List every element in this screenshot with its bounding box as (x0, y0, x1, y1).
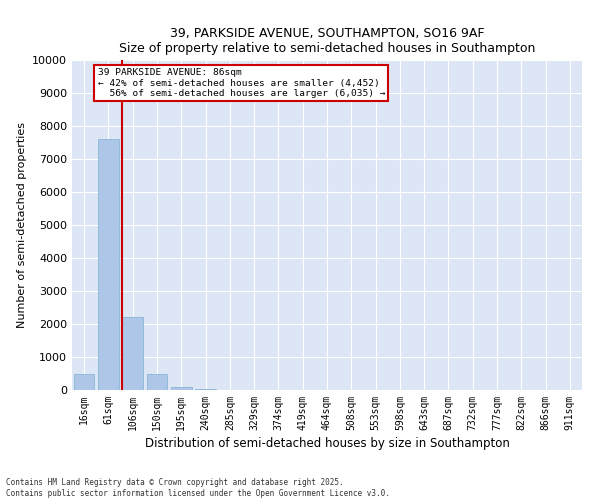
Bar (171, 386, 191, 390)
Y-axis label: Number of semi-detached properties: Number of semi-detached properties (17, 122, 26, 328)
X-axis label: Distribution of semi-detached houses by size in Southampton: Distribution of semi-detached houses by … (145, 437, 509, 450)
Bar (146, 374, 167, 390)
Bar (122, 318, 143, 390)
Text: 39 PARKSIDE AVENUE: 86sqm
← 42% of semi-detached houses are smaller (4,452)
  56: 39 PARKSIDE AVENUE: 86sqm ← 42% of semi-… (97, 68, 385, 98)
Bar (74, 374, 94, 390)
Title: 39, PARKSIDE AVENUE, SOUTHAMPTON, SO16 9AF
Size of property relative to semi-det: 39, PARKSIDE AVENUE, SOUTHAMPTON, SO16 9… (119, 26, 535, 54)
Bar (98, 139, 119, 390)
Text: Contains HM Land Registry data © Crown copyright and database right 2025.
Contai: Contains HM Land Registry data © Crown c… (6, 478, 390, 498)
